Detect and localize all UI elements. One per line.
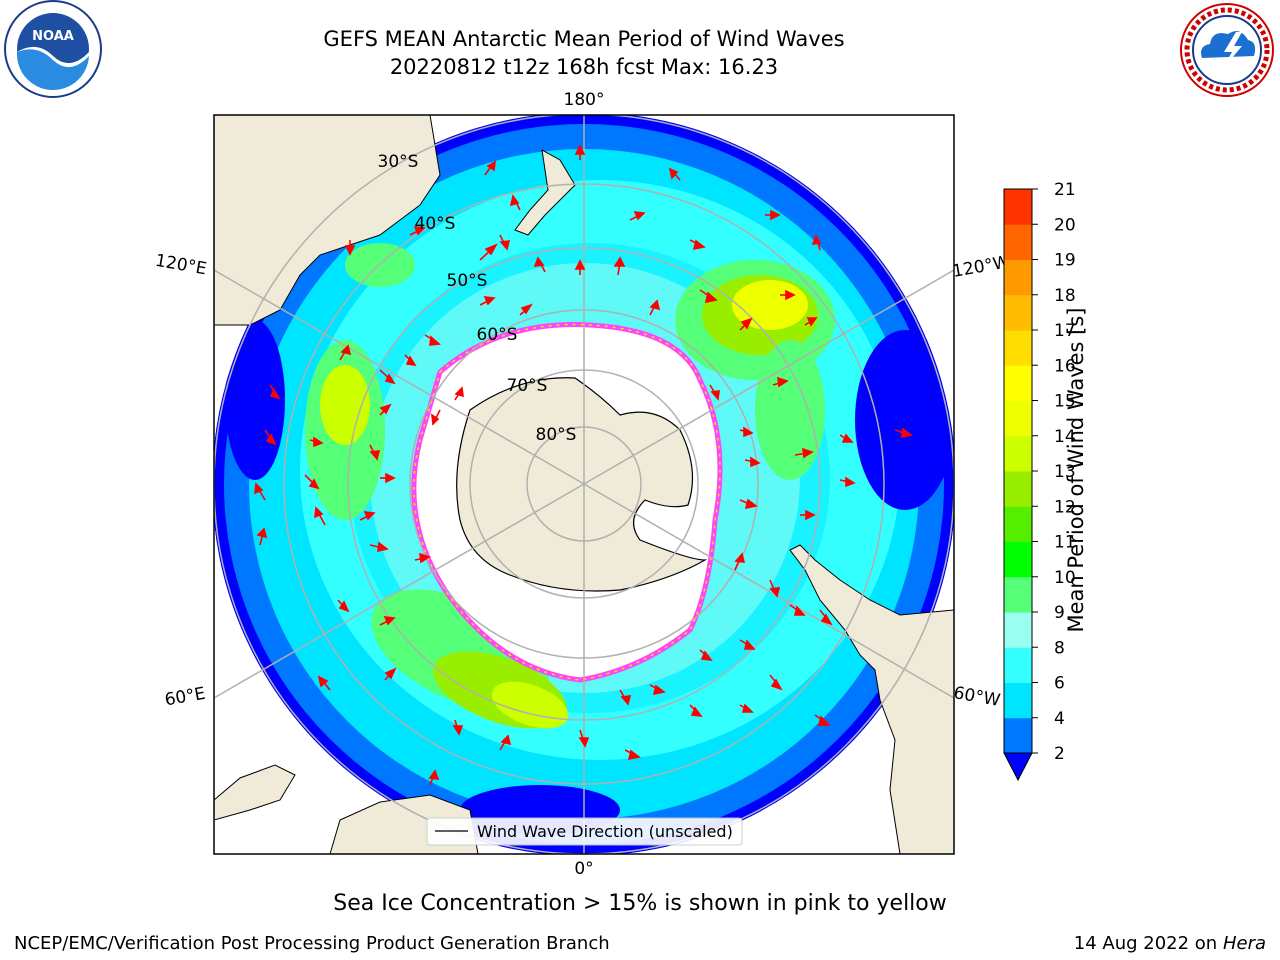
svg-text:40°S: 40°S — [415, 214, 456, 234]
colorbar-bin — [1004, 294, 1032, 331]
map-panel: Wind Wave Direction (unscaled) — [214, 115, 954, 854]
colorbar: 2 4 6 8 9 10 11 12 13 14 15 16 17 18 19 20 21 — [1003, 180, 1076, 782]
colorbar-bin — [1004, 647, 1032, 683]
colorbar-tick-label: 20 — [1054, 215, 1076, 235]
footer-machine: Hera — [1222, 933, 1266, 954]
colorbar-tick-label: 13 — [1054, 462, 1076, 482]
colorbar-tick-label: 6 — [1054, 674, 1065, 694]
colorbar-tick-label: 14 — [1054, 427, 1076, 447]
antarctica-landmass — [456, 377, 708, 592]
colorbar-bin — [1004, 612, 1032, 648]
colorbar-tick-label: 21 — [1054, 180, 1076, 200]
colorbar-bin — [1004, 400, 1032, 437]
colorbar-tick-label: 8 — [1054, 638, 1065, 658]
colorbar-bin — [1004, 365, 1032, 401]
colorbar-tick-label: 2 — [1054, 744, 1065, 764]
legend-label: Wind Wave Direction (unscaled) — [477, 822, 733, 841]
colorbar-tick-label: 16 — [1054, 356, 1076, 376]
svg-text:80°S: 80°S — [536, 425, 577, 445]
colorbar-bin — [1004, 541, 1032, 578]
map-frame — [213, 114, 955, 855]
colorbar-bin — [1004, 224, 1032, 260]
colorbar-bin — [1004, 506, 1032, 542]
colorbar-bin — [1004, 576, 1032, 613]
svg-text:NOAA: NOAA — [32, 29, 74, 44]
svg-text:50°S: 50°S — [447, 271, 488, 291]
svg-text:180°: 180° — [564, 90, 605, 110]
nws-logo-icon — [1180, 3, 1274, 97]
wave-direction-arrows — [254, 144, 913, 786]
colorbar-extend-triangle — [1003, 752, 1033, 782]
latitude-labels: 30°S 40°S 50°S 60°S 70°S 80°S — [378, 152, 577, 445]
colorbar-tick-label: 17 — [1054, 321, 1076, 341]
svg-text:60°W: 60°W — [952, 683, 1002, 711]
svg-text:120°E: 120°E — [154, 251, 208, 280]
colorbar-bin — [1004, 259, 1032, 296]
colorbar-tick-label: 15 — [1054, 392, 1076, 412]
colorbar-bin — [1004, 682, 1032, 719]
colorbar-tick-label: 10 — [1054, 568, 1076, 588]
map-title: GEFS MEAN Antarctic Mean Period of Wind … — [323, 27, 845, 51]
colorbar-bin — [1004, 189, 1032, 225]
svg-text:30°S: 30°S — [378, 152, 419, 172]
colorbar-tick-label: 18 — [1054, 286, 1076, 306]
svg-text:120°W: 120°W — [951, 252, 1012, 282]
map-subtitle: 20220812 t12z 168h fcst Max: 16.23 — [389, 55, 779, 79]
footer-date: 14 Aug 2022 on Hera — [1073, 933, 1266, 954]
colorbar-tick-label: 19 — [1054, 251, 1076, 271]
sea-ice-note: Sea Ice Concentration > 15% is shown in … — [333, 891, 947, 916]
svg-text:70°S: 70°S — [507, 376, 548, 396]
noaa-logo-icon: NOAA — [4, 0, 102, 98]
colorbar-tick-label: 11 — [1054, 533, 1076, 553]
continents — [214, 115, 954, 854]
colorbar-tick-label: 12 — [1054, 497, 1076, 517]
colorbar-bin — [1004, 330, 1032, 366]
graticule — [214, 115, 954, 854]
footer-credit: NCEP/EMC/Verification Post Processing Pr… — [14, 933, 610, 954]
map-legend: Wind Wave Direction (unscaled) — [426, 817, 743, 846]
colorbar-label: Mean Period of Wind Waves [s] — [1064, 307, 1088, 633]
colorbar-bin — [1004, 717, 1032, 754]
colorbar-bin — [1004, 471, 1032, 507]
svg-text:60°E: 60°E — [163, 684, 207, 711]
colorbar-tick-label: 4 — [1054, 709, 1065, 729]
svg-text:60°S: 60°S — [477, 325, 518, 345]
svg-text:0°: 0° — [574, 859, 593, 879]
colorbar-tick-label: 9 — [1054, 603, 1065, 623]
colorbar-bin — [1004, 435, 1032, 472]
